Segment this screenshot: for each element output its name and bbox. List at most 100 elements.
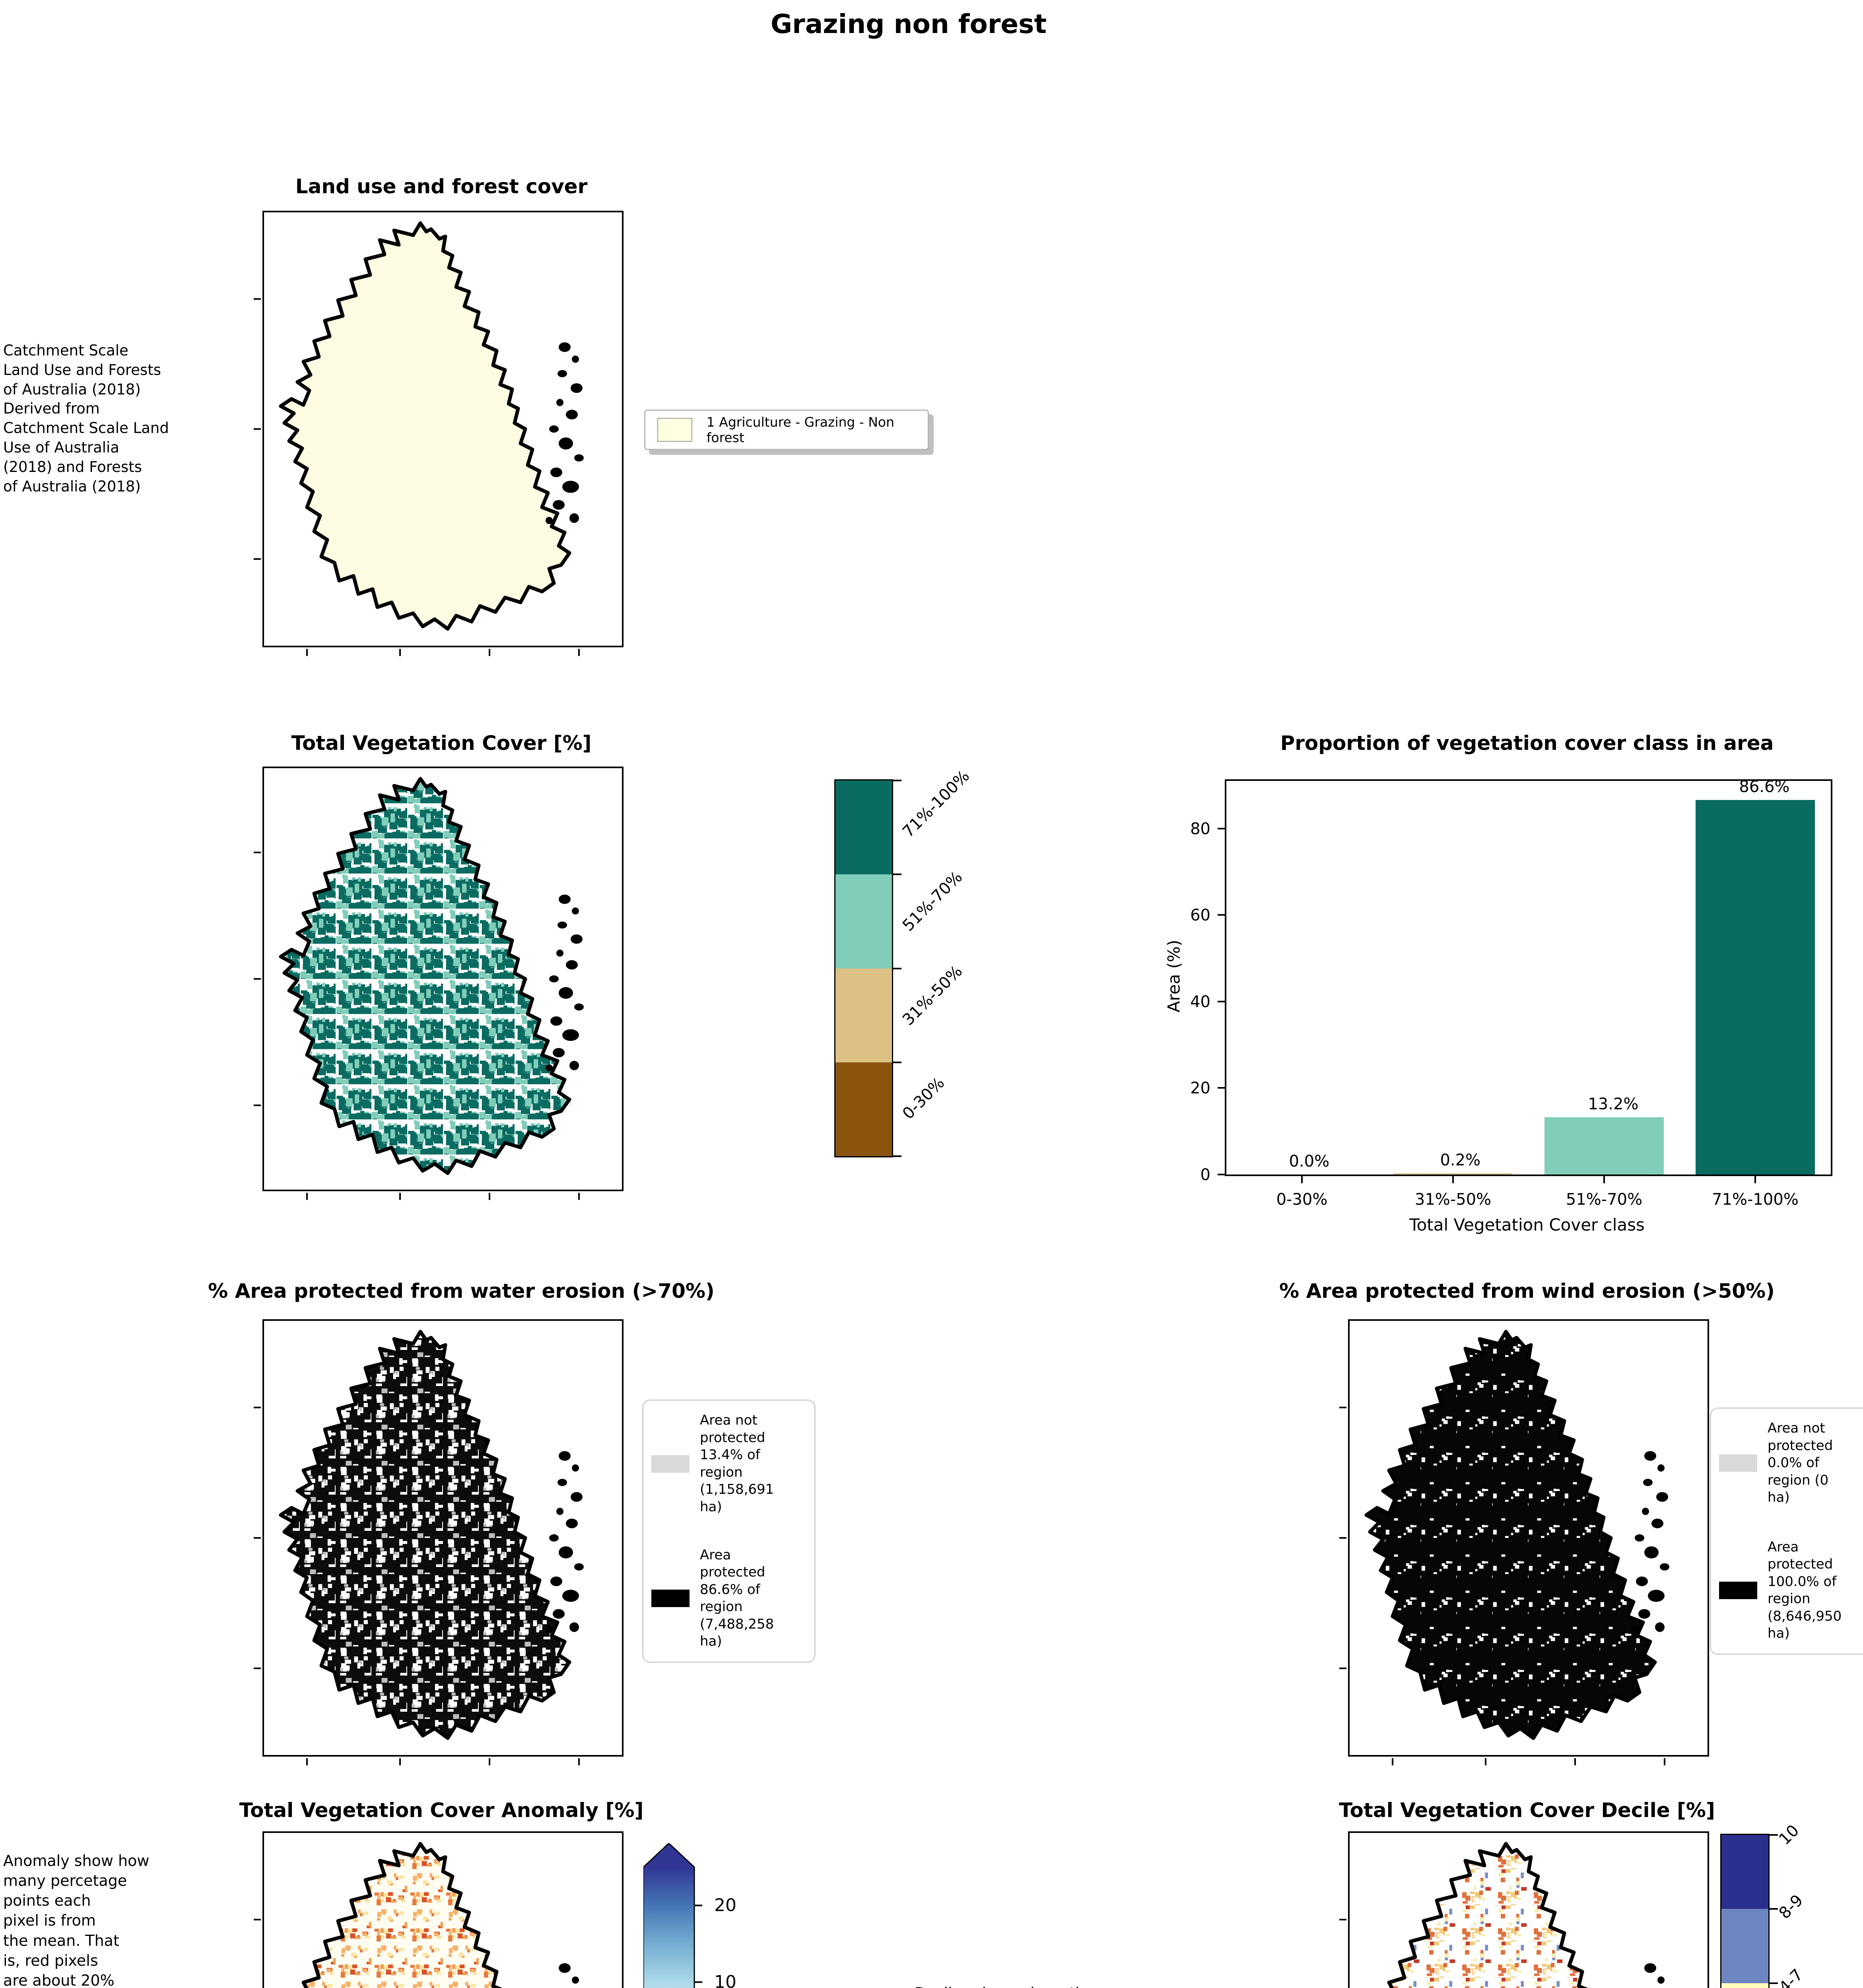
anomaly-colorbar-tick-label: 20 <box>714 1895 736 1916</box>
x-tick-label: 71%-100% <box>1712 1190 1799 1209</box>
axis-tick <box>489 1758 490 1765</box>
wind-legend-item: Area not protected 0.0% of region (0 ha) <box>1719 1420 1863 1507</box>
water-title: % Area protected from water erosion (>70… <box>208 1279 715 1303</box>
colorbar-class-label: 71%-100% <box>899 767 973 841</box>
water-legend: Area not protected 13.4% of region (1,15… <box>642 1400 816 1663</box>
axis-tick <box>254 1105 261 1106</box>
colorbar-class-label: 0-30% <box>899 1074 948 1123</box>
x-tick-label: 31%-50% <box>1414 1190 1492 1209</box>
colorbar-tick <box>892 780 901 781</box>
water-legend-swatch-notprotected <box>651 1455 690 1473</box>
colorbar-segment <box>835 874 892 969</box>
catchment-map-graphic <box>279 777 584 1175</box>
axis-tick <box>254 298 261 300</box>
y-tick-label: 20 <box>1190 1079 1210 1097</box>
landuse-side-note: Catchment Scale Land Use and Forests of … <box>3 342 169 495</box>
colorbar-segment <box>1721 1835 1768 1909</box>
x-tick-label: 0-30% <box>1276 1190 1328 1209</box>
y-axis-tick <box>1218 1087 1225 1089</box>
bar-value-label: 0.0% <box>1289 1152 1330 1171</box>
wind-legend-label-notprotected: Area not protected 0.0% of region (0 ha) <box>1768 1420 1833 1506</box>
colorbar-class-label: 31%-50% <box>899 962 966 1029</box>
axis-tick <box>1339 1537 1346 1539</box>
colorbar-class-label: 51%-70% <box>899 868 966 935</box>
page-title: Grazing non forest <box>771 9 1047 39</box>
y-axis-tick <box>1218 1174 1225 1175</box>
axis-tick <box>306 1193 308 1200</box>
wind-legend: Area not protected 0.0% of region (0 ha)… <box>1710 1408 1863 1655</box>
landuse-legend-swatch <box>657 418 692 442</box>
axis-tick <box>1574 1758 1576 1765</box>
wind-legend-label-protected: Area protected 100.0% of region (8,646,9… <box>1768 1539 1842 1642</box>
colorbar-segment <box>1721 1909 1768 1983</box>
axis-tick <box>489 1193 490 1200</box>
wind-legend-swatch-notprotected <box>1719 1454 1757 1472</box>
y-axis-tick <box>1218 828 1225 829</box>
landuse-map <box>254 211 624 656</box>
colorbar-segment <box>835 1062 892 1156</box>
bar <box>1393 1173 1513 1175</box>
colorbar-tick <box>892 874 901 876</box>
axis-tick <box>306 649 308 656</box>
anomaly-map <box>254 1831 624 1988</box>
barchart-plot: 0.0% 0-30% 0.2% 31%-50% 13.2% 51%-70% 86.6% 71%… <box>1190 778 1832 1209</box>
decile-title: Total Vegetation Cover Decile [%] <box>1339 1799 1715 1822</box>
barchart-xlabel: Total Vegetation Cover class <box>1409 1215 1645 1235</box>
catchment-map-graphic <box>281 1842 579 1988</box>
axis-tick <box>254 1667 261 1669</box>
landuse-legend: 1 Agriculture - Grazing - Non forest <box>644 410 929 450</box>
water-legend-swatch-protected <box>651 1590 690 1607</box>
axis-tick <box>254 978 261 980</box>
catchment-map-graphic <box>1366 1842 1665 1988</box>
anomaly-colorbar-tick-label: 10 <box>714 1972 736 1988</box>
vegcover-map <box>254 767 624 1200</box>
y-axis-tick <box>1218 1001 1225 1002</box>
landuse-title: Land use and forest cover <box>295 175 588 198</box>
colorbar-segment <box>835 780 892 875</box>
x-axis-tick <box>1452 1176 1454 1183</box>
wind-map <box>1339 1319 1709 1765</box>
water-legend-item: Area protected 86.6% of region (7,488,25… <box>651 1547 806 1650</box>
landuse-legend-label: 1 Agriculture - Grazing - Non forest <box>706 414 895 445</box>
axis-tick <box>399 1758 401 1765</box>
anomaly-title: Total Vegetation Cover Anomaly [%] <box>239 1799 644 1822</box>
colorbar-tick <box>892 1155 901 1157</box>
axis-tick <box>306 1758 308 1765</box>
axis-tick <box>578 649 580 656</box>
bar <box>1696 800 1815 1175</box>
decile-side-note: Deciles show where the pixel value lies … <box>915 1983 1193 1988</box>
colorbar-tick <box>1768 1908 1778 1910</box>
axis-tick <box>578 1193 580 1200</box>
colorbar-segment <box>835 968 892 1062</box>
axis-tick <box>1339 1667 1346 1669</box>
catchment-map-graphic <box>279 221 584 631</box>
bar-value-label: 86.6% <box>1739 778 1790 796</box>
anomaly-colorbar: 20100−10−20 <box>643 1842 736 1988</box>
vegcover-title: Total Vegetation Cover [%] <box>291 732 592 755</box>
axis-tick <box>254 558 261 560</box>
axis-tick <box>399 1193 401 1200</box>
y-axis-tick <box>1218 914 1225 916</box>
y-tick-label: 0 <box>1200 1166 1210 1184</box>
vegcover-colorbar: 71%-100% 51%-70% 31%-50% 0-30% <box>834 767 973 1157</box>
water-legend-label-notprotected: Area not protected 13.4% of region (1,15… <box>700 1412 774 1515</box>
axis-tick <box>399 649 401 656</box>
x-axis-tick <box>1603 1176 1605 1183</box>
colorbar-tick <box>892 967 901 969</box>
axis-tick <box>1485 1758 1486 1765</box>
x-axis-tick <box>1301 1176 1303 1183</box>
bar-value-label: 0.2% <box>1440 1151 1481 1169</box>
catchment-map-graphic <box>279 1330 584 1740</box>
axis-tick <box>254 1919 261 1921</box>
axis-tick <box>1339 1407 1346 1409</box>
barchart-title: Proportion of vegetation cover class in … <box>1280 732 1774 755</box>
colorbar-class-label: 8-9 <box>1775 1891 1807 1923</box>
axis-tick <box>489 649 490 656</box>
y-tick-label: 80 <box>1190 820 1210 838</box>
water-legend-label-protected: Area protected 86.6% of region (7,488,25… <box>700 1547 774 1650</box>
wind-legend-swatch-protected <box>1719 1582 1757 1600</box>
water-legend-item: Area not protected 13.4% of region (1,15… <box>651 1412 806 1516</box>
axis-tick <box>1392 1758 1393 1765</box>
colorbar-tick <box>892 1061 901 1063</box>
colorbar-tick <box>1768 1982 1778 1984</box>
